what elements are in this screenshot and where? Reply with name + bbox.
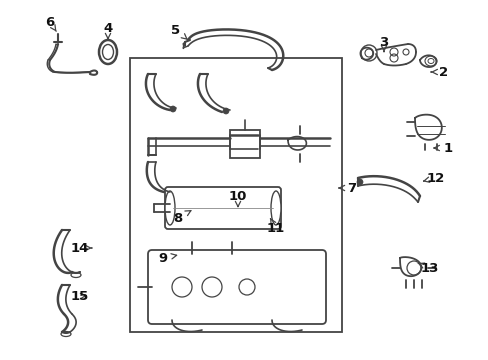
Text: 11: 11: [266, 219, 285, 234]
Text: 14: 14: [71, 242, 92, 255]
Text: 6: 6: [45, 15, 56, 31]
Circle shape: [356, 179, 362, 185]
Text: 12: 12: [423, 171, 444, 184]
Text: 2: 2: [430, 66, 447, 78]
Text: 8: 8: [173, 211, 190, 225]
Text: 4: 4: [103, 22, 112, 39]
Text: 7: 7: [338, 181, 356, 194]
Ellipse shape: [164, 191, 175, 225]
Text: 10: 10: [228, 189, 246, 207]
Bar: [130, 58, 341, 332]
Text: 3: 3: [379, 36, 388, 51]
Text: 15: 15: [71, 289, 89, 302]
Circle shape: [223, 108, 228, 114]
Text: 9: 9: [158, 252, 176, 265]
Circle shape: [170, 106, 176, 112]
Text: 5: 5: [171, 23, 187, 40]
Ellipse shape: [270, 191, 281, 225]
Text: 1: 1: [433, 141, 451, 154]
Bar: [229, 130, 260, 158]
Text: 13: 13: [417, 261, 438, 274]
